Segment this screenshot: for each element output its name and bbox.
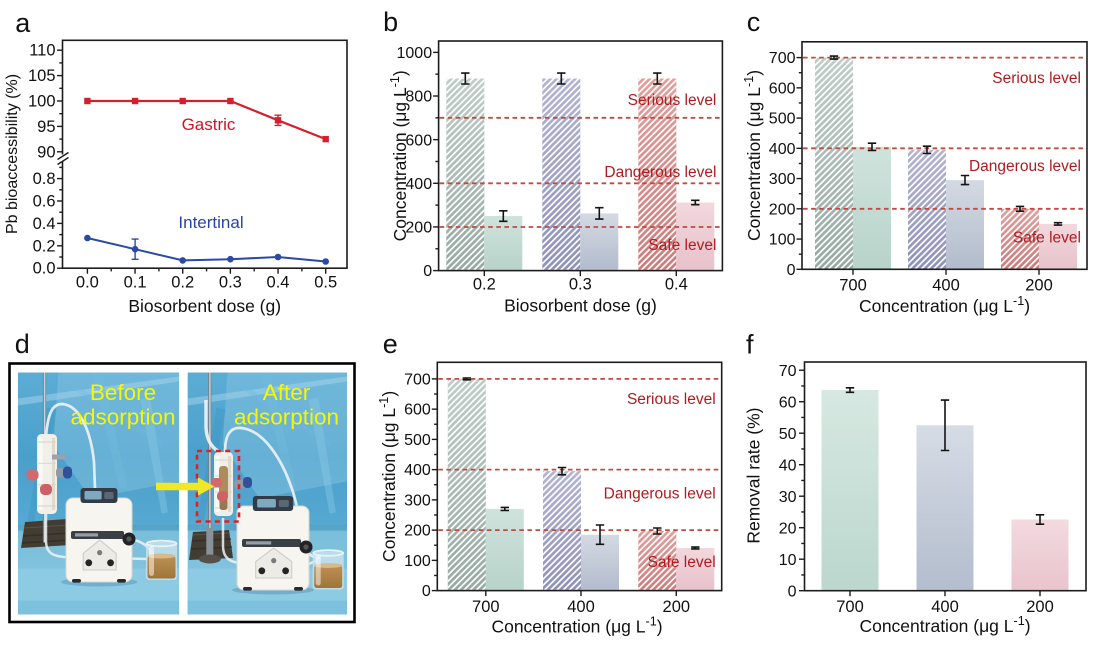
svg-text:95: 95 bbox=[37, 118, 55, 136]
svg-text:400: 400 bbox=[567, 598, 595, 616]
svg-text:Intertinal: Intertinal bbox=[178, 213, 243, 232]
svg-text:0.4: 0.4 bbox=[665, 276, 688, 294]
svg-text:700: 700 bbox=[472, 598, 500, 616]
svg-text:Concentration (μg L-1): Concentration (μg L-1) bbox=[377, 391, 399, 562]
svg-text:0.1: 0.1 bbox=[124, 274, 147, 292]
svg-text:Concentration (μg L-1): Concentration (μg L-1) bbox=[388, 70, 410, 241]
svg-text:300: 300 bbox=[404, 493, 431, 510]
svg-text:600: 600 bbox=[769, 80, 796, 97]
svg-text:800: 800 bbox=[405, 89, 432, 106]
svg-text:30: 30 bbox=[779, 489, 797, 506]
svg-text:0.2: 0.2 bbox=[171, 274, 194, 292]
svg-text:20: 20 bbox=[779, 520, 797, 537]
svg-text:Concentration (μg L-1): Concentration (μg L-1) bbox=[859, 614, 1030, 636]
svg-text:Concentration (μg L-1): Concentration (μg L-1) bbox=[859, 294, 1030, 316]
svg-text:Biosorbent dose (g): Biosorbent dose (g) bbox=[128, 296, 281, 316]
svg-text:400: 400 bbox=[405, 176, 432, 193]
svg-text:c: c bbox=[747, 7, 761, 37]
svg-text:Dangerous level: Dangerous level bbox=[604, 164, 716, 181]
svg-text:400: 400 bbox=[932, 277, 960, 295]
svg-text:Biosorbent dose (g): Biosorbent dose (g) bbox=[504, 296, 657, 316]
svg-text:300: 300 bbox=[769, 171, 796, 188]
svg-text:Removal rate (%): Removal rate (%) bbox=[744, 408, 764, 544]
svg-text:50: 50 bbox=[779, 426, 797, 443]
svg-text:Before: Before bbox=[90, 380, 156, 405]
svg-text:b: b bbox=[383, 7, 398, 37]
svg-text:60: 60 bbox=[779, 394, 797, 411]
svg-text:adsorption: adsorption bbox=[70, 405, 175, 430]
svg-text:0.3: 0.3 bbox=[219, 274, 242, 292]
svg-text:500: 500 bbox=[404, 432, 431, 449]
svg-text:Serious level: Serious level bbox=[992, 70, 1081, 87]
svg-text:70: 70 bbox=[779, 363, 797, 380]
svg-text:0: 0 bbox=[422, 583, 431, 600]
svg-text:400: 400 bbox=[404, 462, 431, 479]
svg-text:Safe level: Safe level bbox=[1013, 230, 1081, 247]
svg-text:0.2: 0.2 bbox=[33, 237, 56, 255]
svg-text:105: 105 bbox=[28, 67, 56, 85]
svg-text:d: d bbox=[15, 329, 30, 359]
svg-text:Pb bioaccessibility (%): Pb bioaccessibility (%) bbox=[4, 74, 21, 234]
svg-text:700: 700 bbox=[839, 277, 867, 295]
svg-text:700: 700 bbox=[404, 372, 431, 389]
svg-text:90: 90 bbox=[37, 143, 55, 161]
svg-text:0: 0 bbox=[788, 583, 797, 600]
svg-text:200: 200 bbox=[769, 201, 796, 218]
svg-text:400: 400 bbox=[769, 141, 796, 158]
svg-text:200: 200 bbox=[663, 598, 691, 616]
svg-text:110: 110 bbox=[29, 42, 55, 60]
svg-text:600: 600 bbox=[405, 132, 432, 149]
svg-text:200: 200 bbox=[405, 220, 432, 237]
svg-text:200: 200 bbox=[404, 523, 431, 540]
svg-text:Concentration (μg L-1): Concentration (μg L-1) bbox=[491, 615, 662, 637]
svg-text:0.0: 0.0 bbox=[76, 274, 99, 292]
svg-text:Gastric: Gastric bbox=[182, 115, 236, 134]
svg-text:600: 600 bbox=[404, 402, 431, 419]
svg-text:1000: 1000 bbox=[397, 45, 433, 62]
svg-text:a: a bbox=[15, 8, 31, 38]
svg-text:Serious level: Serious level bbox=[627, 391, 716, 408]
svg-text:Safe level: Safe level bbox=[648, 237, 716, 254]
svg-text:400: 400 bbox=[931, 598, 959, 616]
svg-text:100: 100 bbox=[769, 232, 796, 249]
svg-text:500: 500 bbox=[769, 111, 796, 128]
svg-text:200: 200 bbox=[1026, 598, 1054, 616]
svg-text:40: 40 bbox=[779, 457, 797, 474]
svg-text:0.4: 0.4 bbox=[267, 274, 290, 292]
svg-text:0.2: 0.2 bbox=[473, 276, 496, 294]
svg-text:Safe level: Safe level bbox=[648, 554, 716, 571]
svg-text:Dangerous level: Dangerous level bbox=[969, 158, 1081, 175]
svg-text:f: f bbox=[746, 330, 754, 360]
svg-text:0.8: 0.8 bbox=[33, 170, 56, 188]
svg-text:Dangerous level: Dangerous level bbox=[604, 485, 716, 502]
svg-text:0.5: 0.5 bbox=[314, 274, 337, 292]
svg-text:700: 700 bbox=[769, 50, 796, 67]
svg-text:After: After bbox=[263, 380, 311, 405]
svg-text:100: 100 bbox=[28, 93, 56, 111]
svg-text:200: 200 bbox=[1025, 277, 1053, 295]
svg-text:0: 0 bbox=[787, 262, 796, 279]
svg-text:Serious level: Serious level bbox=[628, 92, 717, 109]
svg-text:0.0: 0.0 bbox=[33, 260, 56, 278]
svg-text:100: 100 bbox=[404, 553, 431, 570]
svg-text:0.6: 0.6 bbox=[33, 193, 56, 211]
svg-text:Concentration (μg L-1): Concentration (μg L-1) bbox=[742, 70, 764, 241]
svg-text:700: 700 bbox=[836, 598, 864, 616]
svg-text:0.3: 0.3 bbox=[569, 276, 592, 294]
svg-text:adsorption: adsorption bbox=[234, 405, 339, 430]
svg-text:0.4: 0.4 bbox=[33, 215, 56, 233]
svg-text:0: 0 bbox=[423, 263, 432, 280]
svg-text:10: 10 bbox=[779, 552, 797, 569]
svg-text:e: e bbox=[383, 329, 398, 359]
